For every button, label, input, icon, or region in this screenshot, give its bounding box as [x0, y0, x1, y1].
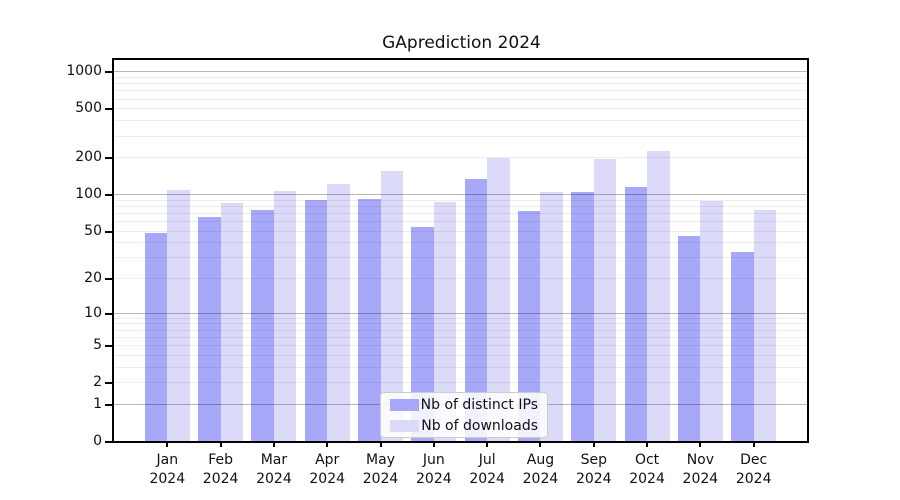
x-tick-label-sep: Sep 2024 [575, 452, 612, 487]
x-tick-label-may: May 2024 [362, 452, 399, 487]
x-tick-label-jul: Jul 2024 [469, 452, 505, 487]
y-tick-mark-100 [105, 194, 112, 197]
x-tick-label-mar: Mar 2024 [256, 452, 292, 487]
x-tick-mark-apr [326, 441, 329, 447]
bar-ips-feb [198, 216, 221, 441]
bar-downloads-feb [220, 203, 244, 441]
x-tick-label-apr: Apr 2024 [309, 452, 346, 487]
y-tick-label-500: 500 [75, 100, 102, 117]
gridline-800 [114, 83, 807, 85]
bar-downloads-may [380, 170, 404, 441]
bar-downloads-nov [700, 200, 723, 441]
gridline-900 [114, 77, 807, 78]
x-tick-label-jan: Jan 2024 [149, 452, 186, 487]
gridline-400 [114, 120, 807, 122]
chart-title: GAprediction 2024 [382, 33, 541, 53]
gridline-200 [114, 157, 807, 159]
x-tick-mark-jul [486, 441, 489, 447]
legend-item-distinct-ips: Nb of distinct IPs [381, 396, 547, 413]
x-tick-label-oct: Oct 2024 [629, 452, 665, 487]
y-tick-mark-2 [105, 382, 112, 385]
y-tick-label-20: 20 [84, 270, 102, 287]
x-tick-label-nov: Nov 2024 [682, 452, 719, 487]
bar-ips-dec [731, 252, 754, 441]
bar-downloads-sep [593, 158, 617, 441]
bar-ips-jan [144, 232, 168, 441]
bar-downloads-jan [167, 189, 190, 441]
bar-downloads-jul [487, 158, 510, 441]
legend-swatch-distinct-ips [390, 398, 419, 411]
x-tick-label-aug: Aug 2024 [522, 452, 559, 487]
x-tick-mark-jan [166, 441, 169, 447]
y-tick-label-1000: 1000 [66, 63, 102, 80]
x-tick-mark-mar [272, 441, 275, 447]
y-tick-mark-500 [105, 108, 112, 111]
y-tick-mark-1 [105, 403, 112, 406]
y-tick-label-100: 100 [75, 186, 102, 203]
legend-label-downloads: Nb of downloads [421, 417, 538, 434]
bar-downloads-apr [327, 184, 350, 441]
y-tick-mark-200 [105, 157, 112, 160]
plot-area: Nb of distinct IPs Nb of downloads [112, 58, 809, 443]
gridline-700 [114, 90, 807, 92]
legend-label-distinct-ips: Nb of distinct IPs [420, 396, 538, 413]
bar-ips-nov [677, 236, 701, 441]
y-tick-label-10: 10 [84, 304, 102, 321]
legend: Nb of distinct IPs Nb of downloads [380, 392, 548, 438]
y-tick-label-200: 200 [75, 149, 102, 166]
y-tick-label-2: 2 [93, 374, 102, 391]
bar-downloads-dec [753, 210, 777, 441]
bar-ips-sep [571, 192, 594, 441]
bar-downloads-mar [273, 191, 297, 441]
y-tick-label-1: 1 [93, 395, 102, 412]
x-tick-label-feb: Feb 2024 [202, 452, 239, 487]
y-tick-label-0: 0 [93, 433, 102, 449]
x-tick-mark-jun [432, 441, 435, 447]
x-tick-mark-aug [539, 441, 542, 447]
x-tick-mark-oct [646, 441, 649, 447]
bar-ips-may [358, 198, 381, 441]
bar-ips-aug [517, 211, 541, 441]
y-tick-mark-10 [105, 312, 112, 315]
y-tick-mark-20 [105, 278, 112, 281]
y-tick-mark-5 [105, 345, 112, 348]
y-tick-mark-1000 [105, 71, 112, 74]
gridline-100 [114, 194, 807, 196]
gridline-300 [114, 135, 807, 137]
y-tick-mark-50 [105, 230, 112, 233]
y-tick-label-5: 5 [93, 337, 102, 354]
y-tick-label-50: 50 [84, 222, 102, 239]
bar-ips-apr [304, 200, 328, 441]
gridline-600 [114, 98, 807, 100]
y-tick-mark-0 [105, 441, 112, 443]
x-tick-mark-sep [592, 441, 595, 447]
gridline-1000 [114, 71, 807, 73]
x-tick-label-jun: Jun 2024 [416, 452, 452, 487]
x-tick-mark-nov [699, 441, 702, 447]
gridline-500 [114, 108, 807, 110]
bar-ips-oct [624, 186, 648, 441]
legend-item-downloads: Nb of downloads [381, 417, 547, 434]
bar-downloads-jun [433, 202, 457, 441]
bar-ips-jul [464, 178, 488, 441]
legend-swatch-downloads [390, 419, 419, 432]
x-tick-mark-dec [752, 441, 755, 447]
bar-downloads-oct [647, 151, 670, 441]
x-tick-label-dec: Dec 2024 [735, 452, 772, 487]
bar-ips-mar [251, 210, 274, 441]
bar-ips-jun [411, 226, 434, 441]
x-tick-mark-may [379, 441, 382, 447]
x-tick-mark-feb [219, 441, 222, 447]
bar-downloads-aug [540, 191, 563, 441]
